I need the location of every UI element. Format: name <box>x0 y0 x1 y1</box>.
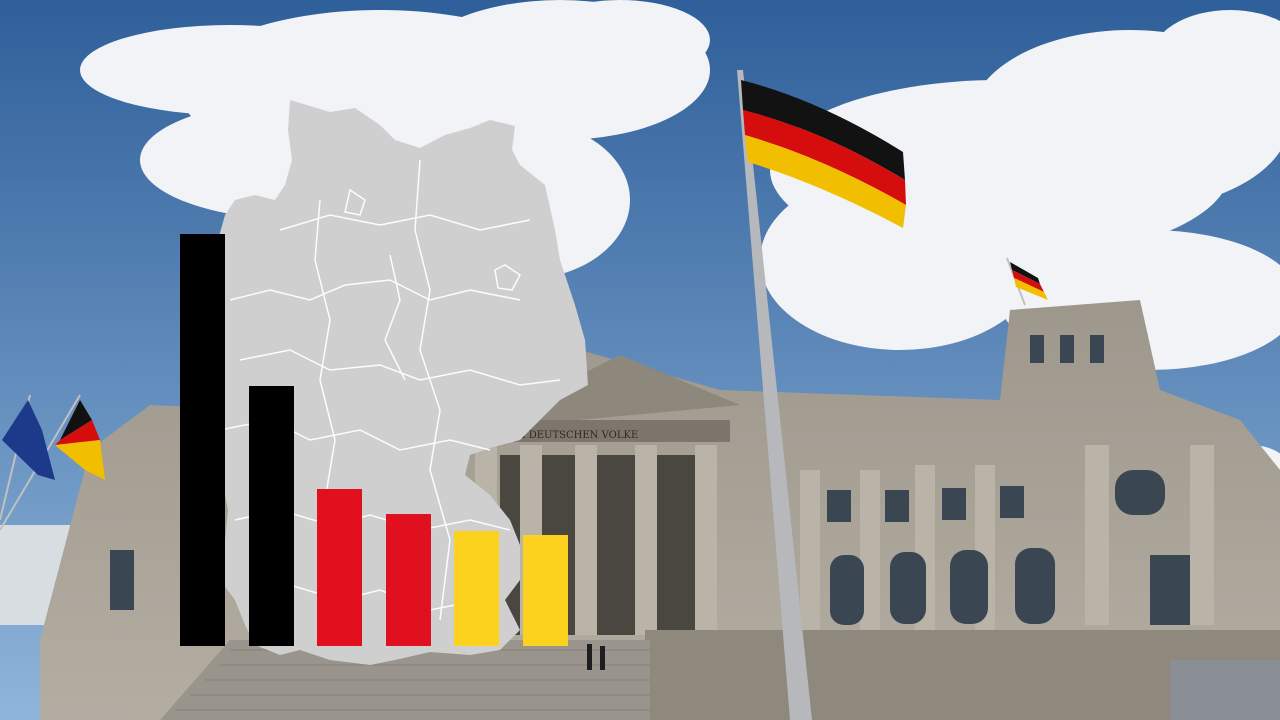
bar-5 <box>454 530 499 646</box>
facade-inscription: DEM DEUTSCHEN VOLKE <box>500 430 638 441</box>
bar-4 <box>385 514 431 646</box>
left-flags <box>0 394 105 531</box>
bar-2 <box>248 386 294 646</box>
german-flag-large <box>741 80 906 228</box>
german-flag-small <box>1006 257 1048 306</box>
bar-3 <box>317 489 362 646</box>
flagpole <box>737 70 812 720</box>
bar-6 <box>522 534 568 646</box>
bar-1 <box>180 234 225 646</box>
